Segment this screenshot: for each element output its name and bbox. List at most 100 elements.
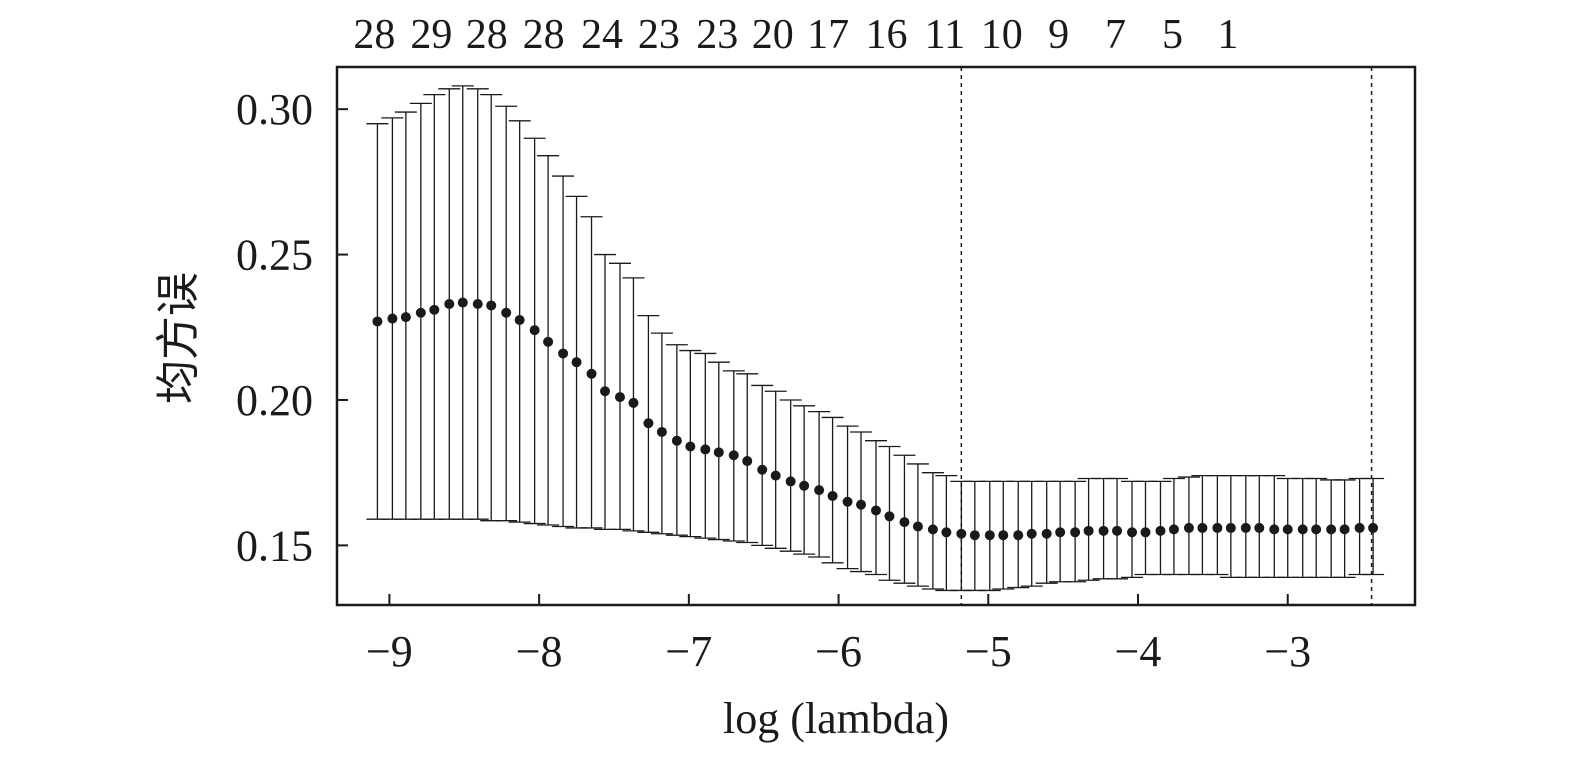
mean-point-24 (713, 447, 724, 458)
mean-point-53 (1127, 527, 1138, 538)
mean-point-69 (1354, 522, 1365, 533)
mean-point-67 (1326, 524, 1337, 535)
mean-point-66 (1311, 524, 1322, 535)
mean-point-15 (586, 368, 597, 379)
mean-point-52 (1112, 525, 1123, 536)
mean-point-5 (444, 299, 455, 310)
mean-point-60 (1225, 522, 1236, 533)
mean-point-26 (742, 456, 753, 467)
top-axis-labels: 28 29 28 28 24 23 23 20 17 16 11 10 9 7 5 1 (353, 12, 1238, 58)
mean-point-34 (856, 499, 867, 510)
mean-point-51 (1098, 525, 1109, 536)
top-label-12: 9 (1048, 12, 1069, 58)
mean-point-33 (842, 496, 853, 507)
mean-point-11 (529, 325, 540, 336)
mean-point-42 (969, 530, 980, 541)
y-tick-label-2: 0.25 (236, 231, 313, 280)
x-tick-label-0: −9 (366, 627, 413, 676)
mean-point-58 (1197, 522, 1208, 533)
mean-point-64 (1282, 524, 1293, 535)
x-axis-ticks: −9 −8 −7 −6 −5 −4 −3 (366, 594, 1311, 676)
mean-point-54 (1140, 527, 1151, 538)
y-axis-ticks: 0.15 0.20 0.25 0.30 (236, 85, 348, 570)
mean-point-62 (1254, 522, 1265, 533)
mean-point-9 (501, 307, 512, 318)
x-tick-label-6: −3 (1264, 627, 1311, 676)
mean-points (372, 297, 1379, 541)
mean-point-49 (1070, 527, 1081, 538)
x-tick-label-2: −7 (665, 627, 712, 676)
x-axis-title: log (lambda) (723, 694, 949, 743)
y-tick-label-3: 0.30 (236, 85, 313, 134)
mean-point-12 (543, 336, 554, 347)
mean-point-21 (671, 435, 682, 446)
mean-point-20 (656, 426, 667, 437)
mean-point-30 (799, 480, 810, 491)
top-label-10: 11 (925, 12, 965, 58)
mean-point-38 (912, 521, 923, 532)
x-tick-label-1: −8 (516, 627, 563, 676)
mean-point-56 (1168, 524, 1179, 535)
mean-point-68 (1339, 524, 1350, 535)
mean-point-2 (400, 312, 411, 323)
mean-point-32 (827, 490, 838, 501)
mean-point-19 (643, 418, 654, 429)
top-label-8: 17 (807, 12, 849, 58)
mean-point-13 (558, 348, 569, 359)
mean-point-7 (472, 299, 483, 310)
top-label-13: 7 (1105, 12, 1126, 58)
mean-point-40 (941, 527, 952, 538)
mean-point-55 (1155, 525, 1166, 536)
mean-point-28 (770, 470, 781, 481)
mean-point-27 (757, 464, 768, 475)
top-label-15: 1 (1217, 12, 1238, 58)
y-tick-label-0: 0.15 (236, 521, 313, 570)
y-tick-label-1: 0.20 (236, 376, 313, 425)
top-label-0: 28 (353, 12, 395, 58)
top-label-2: 28 (466, 12, 508, 58)
mean-point-6 (457, 297, 468, 308)
x-tick-label-4: −5 (965, 627, 1012, 676)
top-label-3: 28 (523, 12, 565, 58)
mean-point-23 (700, 444, 711, 455)
mean-point-39 (927, 524, 938, 535)
mean-point-47 (1041, 528, 1052, 539)
top-label-5: 23 (638, 12, 680, 58)
top-label-14: 5 (1162, 12, 1183, 58)
mean-point-10 (514, 315, 525, 326)
mean-point-1 (387, 313, 398, 324)
mean-point-3 (415, 307, 426, 318)
mean-point-14 (571, 357, 582, 368)
mean-point-63 (1269, 524, 1280, 535)
top-label-4: 24 (581, 12, 623, 58)
mean-point-36 (884, 511, 895, 522)
mean-point-22 (685, 441, 696, 452)
mean-point-65 (1297, 524, 1308, 535)
mean-point-70 (1368, 522, 1379, 533)
top-label-6: 23 (696, 12, 738, 58)
mean-point-29 (785, 476, 796, 487)
top-label-7: 20 (752, 12, 794, 58)
mean-point-16 (600, 386, 611, 397)
mean-point-59 (1212, 522, 1223, 533)
mean-point-44 (998, 530, 1009, 541)
x-tick-label-5: −4 (1115, 627, 1162, 676)
mean-point-17 (614, 392, 625, 403)
mean-point-45 (1013, 530, 1024, 541)
mean-point-18 (628, 397, 639, 408)
mean-point-50 (1083, 525, 1094, 536)
mean-point-61 (1240, 522, 1251, 533)
top-label-1: 29 (410, 12, 452, 58)
y-axis-title: 均方误 (154, 272, 203, 404)
mean-point-8 (486, 300, 497, 311)
mean-point-35 (871, 505, 881, 516)
top-label-11: 10 (981, 12, 1023, 58)
mean-point-31 (814, 485, 825, 496)
mean-point-0 (372, 316, 383, 327)
reference-lines (960, 67, 1373, 605)
mean-point-57 (1183, 522, 1194, 533)
mean-point-25 (728, 450, 739, 461)
mean-point-41 (956, 528, 967, 539)
mean-point-4 (429, 304, 440, 315)
